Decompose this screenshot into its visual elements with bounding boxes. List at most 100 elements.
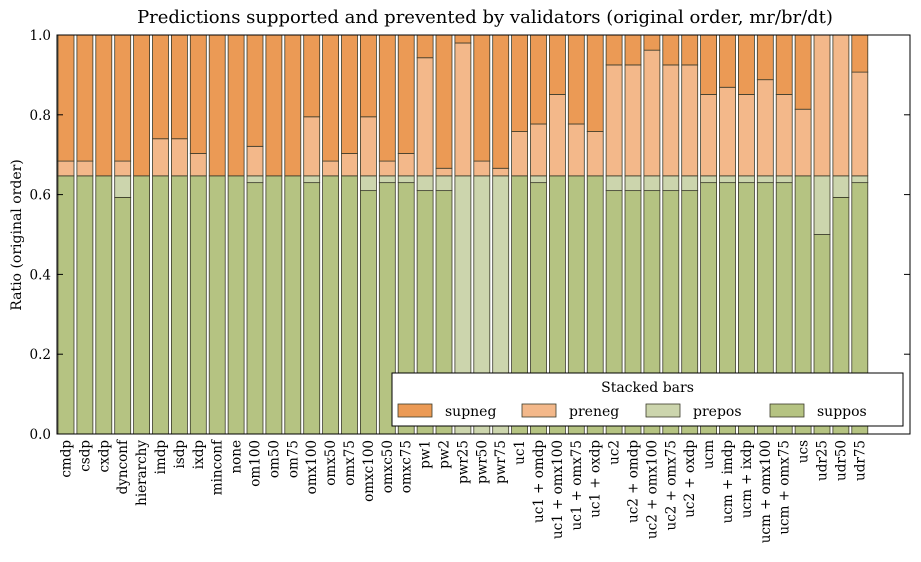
bar-segment-prepos bbox=[397, 175, 415, 184]
x-tick-label: ixdp bbox=[191, 440, 207, 469]
bar-segment-suppos bbox=[95, 175, 113, 435]
bar-segment-supneg bbox=[851, 34, 869, 73]
x-tick-label: omxc100 bbox=[361, 440, 377, 502]
legend-label-prepos: prepos bbox=[693, 404, 742, 420]
bar-segment-preneg bbox=[76, 160, 94, 177]
x-tick-label: hierarchy bbox=[134, 440, 150, 506]
y-tick-label: 0.6 bbox=[30, 188, 51, 204]
x-tick-label: uc2 bbox=[607, 440, 623, 465]
x-tick-label: uc2 + omx100 bbox=[644, 440, 660, 539]
bar-segment-preneg bbox=[530, 123, 547, 177]
bar-segment-preneg bbox=[511, 131, 529, 177]
bar-segment-supneg bbox=[57, 34, 75, 162]
x-tick-label: ucm + imdp bbox=[720, 440, 736, 523]
bar-segment-supneg bbox=[549, 34, 566, 95]
bar-segment-supneg bbox=[567, 34, 585, 125]
bar-segment-prepos bbox=[700, 175, 717, 184]
bar-segment-suppos bbox=[227, 175, 245, 435]
bar-segment-preneg bbox=[303, 116, 321, 177]
bar-segment-supneg bbox=[170, 34, 188, 140]
bar-segment-preneg bbox=[416, 57, 434, 177]
bar-segment-preneg bbox=[114, 160, 132, 177]
bar-segment-preneg bbox=[681, 64, 699, 177]
x-tick-label: cmdp bbox=[59, 440, 75, 478]
y-tick-label: 0.8 bbox=[30, 108, 51, 124]
x-tick-label: imdp bbox=[153, 440, 169, 474]
bar-segment-preneg bbox=[662, 64, 680, 177]
bar-segment-supneg bbox=[95, 34, 113, 177]
bar-segment-prepos bbox=[530, 175, 547, 184]
bar-segment-prepos bbox=[303, 175, 321, 184]
x-tick-label: uc2 + oxdp bbox=[682, 440, 698, 518]
bar-segment-preneg bbox=[567, 123, 585, 177]
x-tick-label: om75 bbox=[285, 440, 301, 478]
x-tick-label: om50 bbox=[266, 440, 282, 478]
bar-segment-preneg bbox=[813, 34, 831, 177]
y-tick-label: 1.0 bbox=[30, 28, 51, 44]
bar-segment-preneg bbox=[246, 145, 264, 177]
x-tick-label: minconf bbox=[210, 439, 226, 495]
x-axis-ticks: cmdp csdp cxdp dynconf hierarchy imdp isdp ixdp… bbox=[59, 439, 869, 543]
bar-segment-preneg bbox=[397, 153, 415, 177]
bar-segment-supneg bbox=[586, 34, 604, 132]
x-tick-label: ucm + omx100 bbox=[758, 440, 774, 543]
bar-segment-preneg bbox=[624, 64, 642, 177]
bar-segment-preneg bbox=[756, 79, 774, 177]
bar-segment-suppos bbox=[246, 182, 264, 435]
x-tick-label: pwr75 bbox=[493, 440, 509, 484]
bar-segment-supneg bbox=[416, 34, 434, 59]
bar-segment-supneg bbox=[662, 34, 680, 66]
bar-segment-preneg bbox=[170, 138, 188, 177]
bar-segment-supneg bbox=[511, 34, 529, 132]
x-tick-label: isdp bbox=[172, 440, 188, 469]
x-tick-label: pw2 bbox=[437, 440, 453, 469]
x-tick-label: csdp bbox=[77, 440, 93, 472]
bar-segment-prepos bbox=[756, 175, 774, 184]
y-tick-label: 0.0 bbox=[30, 427, 51, 443]
x-tick-label: omx50 bbox=[323, 440, 339, 486]
legend-title: Stacked bars bbox=[601, 380, 694, 396]
bar-segment-suppos bbox=[341, 175, 358, 435]
bar-segment-suppos bbox=[303, 182, 321, 435]
bar-segment-preneg bbox=[341, 153, 358, 177]
bar-segment-suppos bbox=[152, 175, 169, 435]
bar-segment-prepos bbox=[738, 175, 755, 184]
bar-segment-preneg bbox=[359, 116, 377, 177]
bar-segment-suppos bbox=[170, 175, 188, 435]
bar-segment-preneg bbox=[492, 167, 510, 177]
x-tick-label: ucm bbox=[701, 440, 717, 469]
y-axis-ticks: 0.0 0.2 0.4 0.6 0.8 1.0 bbox=[30, 28, 910, 443]
x-tick-label: uc1 + omdp bbox=[531, 440, 547, 523]
bar-segment-suppos bbox=[189, 175, 207, 435]
bar-segment-supneg bbox=[322, 34, 340, 162]
bar-segment-prepos bbox=[416, 175, 434, 192]
bar-segment-supneg bbox=[303, 34, 321, 118]
bar-segment-suppos bbox=[57, 175, 75, 435]
bar-segment-preneg bbox=[435, 167, 453, 177]
x-tick-label: omxc75 bbox=[399, 440, 415, 493]
bar-segment-supneg bbox=[454, 34, 472, 44]
bar-segment-supneg bbox=[133, 34, 151, 177]
x-tick-label: uc2 + omdp bbox=[626, 440, 642, 523]
bar-segment-suppos bbox=[322, 175, 340, 435]
bar-segment-supneg bbox=[756, 34, 774, 81]
legend: Stacked bars supneg preneg prepos suppos bbox=[391, 372, 904, 427]
bar-segment-preneg bbox=[851, 71, 869, 177]
x-tick-label: dynconf bbox=[115, 439, 131, 494]
x-tick-label: uc1 + omx75 bbox=[569, 440, 585, 530]
legend-label-preneg: preneg bbox=[569, 404, 619, 420]
bar-segment-supneg bbox=[227, 34, 245, 177]
bar-segment-suppos bbox=[208, 175, 226, 435]
y-tick-label: 0.2 bbox=[30, 347, 51, 363]
x-tick-label: uc2 + omx75 bbox=[663, 440, 679, 530]
bar-segment-supneg bbox=[76, 34, 94, 162]
x-tick-label: uc1 + omx100 bbox=[550, 440, 566, 539]
x-tick-label: omx100 bbox=[304, 440, 320, 494]
bar-segment-prepos bbox=[378, 175, 396, 184]
x-tick-label: ucm + ixdp bbox=[739, 440, 755, 518]
bar-segment-supneg bbox=[208, 34, 226, 177]
bar-segment-preneg bbox=[549, 94, 566, 177]
bar-segment-prepos bbox=[605, 175, 623, 192]
x-tick-label: cxdp bbox=[96, 440, 112, 472]
x-tick-label: ucs bbox=[796, 440, 812, 463]
